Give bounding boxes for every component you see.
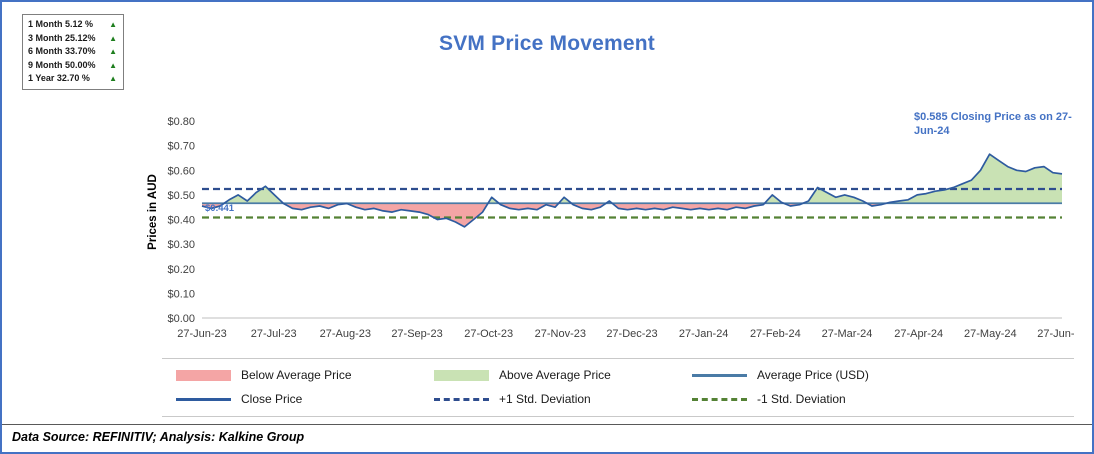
chart-title: SVM Price Movement bbox=[439, 32, 655, 55]
x-tick-label: 27-Jan-24 bbox=[679, 328, 729, 340]
closing-price-annotation: $0.585 Closing Price as on 27-Jun-24 bbox=[914, 111, 1072, 137]
x-tick-label: 27-Dec-23 bbox=[606, 328, 657, 340]
x-tick-label: 27-Feb-24 bbox=[750, 328, 801, 340]
legend-item--1-std-deviation: -1 Std. Deviation bbox=[692, 392, 950, 406]
y-tick-label: $0.30 bbox=[167, 239, 195, 251]
price-plot-area: $0.00 $0.10 $0.20 $0.30 $0.40 $0.50 $0.60 $0.70… bbox=[152, 108, 1086, 348]
up-arrow-icon: ▲ bbox=[109, 47, 117, 56]
legend-swatch bbox=[434, 369, 489, 381]
y-tick-label: $0.60 bbox=[167, 165, 195, 177]
legend-label: Above Average Price bbox=[499, 368, 611, 382]
data-source-note: Data Source: REFINITIV; Analysis: Kalkin… bbox=[12, 430, 305, 444]
legend-item-average-price-usd-: Average Price (USD) bbox=[692, 368, 950, 382]
legend-swatch bbox=[176, 369, 231, 381]
x-tick-label: 27-May-24 bbox=[964, 328, 1017, 340]
return-label: 1 Year 32.70 % bbox=[28, 73, 90, 83]
return-label: 3 Month 25.12% bbox=[28, 32, 96, 43]
return-row-9m: 9 Month 50.00% ▲ bbox=[28, 59, 117, 73]
up-arrow-icon: ▲ bbox=[109, 20, 117, 29]
x-tick-label: 27-Oct-23 bbox=[464, 328, 513, 340]
x-tick-label: 27-Mar-24 bbox=[822, 328, 873, 340]
legend-item-below-average-price: Below Average Price bbox=[176, 368, 434, 382]
return-label: 1 Month 5.12 % bbox=[28, 19, 94, 29]
legend-label: Below Average Price bbox=[241, 368, 352, 382]
y-tick-label: $0.70 bbox=[167, 141, 195, 153]
legend-swatch bbox=[692, 373, 747, 377]
legend-label: Close Price bbox=[241, 392, 303, 406]
up-arrow-icon: ▲ bbox=[109, 60, 117, 70]
return-label: 6 Month 33.70% bbox=[28, 46, 96, 56]
start-price-annotation: $0.441 bbox=[205, 203, 235, 214]
up-arrow-icon: ▲ bbox=[109, 74, 117, 83]
legend-label: +1 Std. Deviation bbox=[499, 392, 591, 406]
legend-item--1-std-deviation: +1 Std. Deviation bbox=[434, 392, 692, 406]
above-average-fill bbox=[202, 154, 1062, 204]
legend-swatch bbox=[176, 397, 231, 401]
x-tick-label: 27-Aug-23 bbox=[320, 328, 371, 340]
return-row-6m: 6 Month 33.70% ▲ bbox=[28, 45, 117, 59]
y-tick-label: $0.00 bbox=[167, 313, 195, 325]
y-tick-label: $0.40 bbox=[167, 215, 195, 227]
return-row-1m: 1 Month 5.12 % ▲ bbox=[28, 18, 117, 32]
up-arrow-icon: ▲ bbox=[109, 33, 117, 43]
x-tick-label: 27-Jun-23 bbox=[177, 328, 227, 340]
return-row-1y: 1 Year 32.70 % ▲ bbox=[28, 72, 117, 86]
return-row-3m: 3 Month 25.12% ▲ bbox=[28, 32, 117, 46]
legend-swatch bbox=[434, 397, 489, 401]
legend-item-above-average-price: Above Average Price bbox=[434, 368, 692, 382]
legend-swatch bbox=[692, 397, 747, 401]
returns-panel: 1 Month 5.12 % ▲ 3 Month 25.12% ▲ 6 Mont… bbox=[22, 14, 124, 90]
y-tick-label: $0.10 bbox=[167, 288, 195, 300]
y-tick-label: $0.20 bbox=[167, 264, 195, 276]
legend-label: Average Price (USD) bbox=[757, 368, 869, 382]
x-tick-label: 27-Jun-24 bbox=[1037, 328, 1074, 340]
x-tick-label: 27-Nov-23 bbox=[535, 328, 586, 340]
legend-item-close-price: Close Price bbox=[176, 392, 434, 406]
x-tick-label: 27-Jul-23 bbox=[251, 328, 297, 340]
y-tick-label: $0.80 bbox=[167, 116, 195, 128]
below-average-fill bbox=[202, 203, 887, 227]
footer-divider bbox=[2, 424, 1092, 425]
y-tick-label: $0.50 bbox=[167, 190, 195, 202]
chart-legend: Below Average Price Above Average Price Av… bbox=[162, 358, 1074, 417]
price-plot-svg: $0.00 $0.10 $0.20 $0.30 $0.40 $0.50 $0.60 $0.70… bbox=[167, 116, 1086, 340]
x-tick-label: 27-Sep-23 bbox=[391, 328, 442, 340]
legend-label: -1 Std. Deviation bbox=[757, 392, 846, 406]
x-tick-label: 27-Apr-24 bbox=[894, 328, 943, 340]
return-label: 9 Month 50.00% bbox=[28, 59, 96, 70]
close-price-line bbox=[201, 153, 1063, 228]
